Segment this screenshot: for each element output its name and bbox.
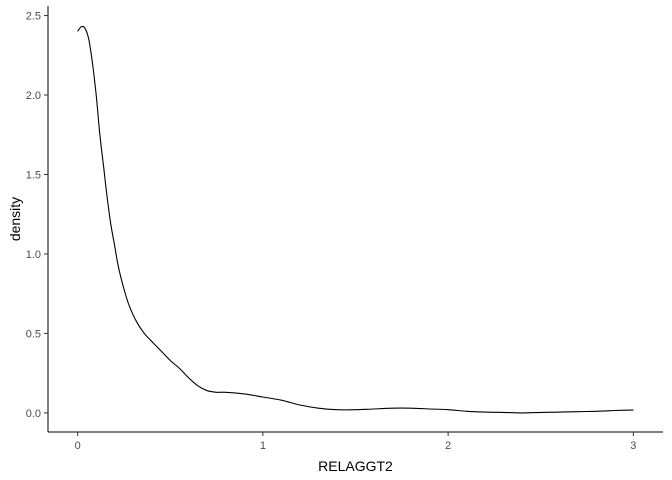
x-tick-label: 2	[445, 440, 451, 452]
x-axis-title: RELAGGT2	[318, 458, 393, 474]
y-tick-label: 2.0	[26, 90, 41, 102]
y-tick-label: 0.0	[26, 408, 41, 420]
x-tick-label: 0	[75, 440, 81, 452]
x-axis: 0 1 2 3	[48, 431, 663, 452]
y-tick-label: 1.5	[26, 169, 41, 181]
x-tick-label: 3	[630, 440, 636, 452]
y-tick-label: 2.5	[26, 11, 41, 23]
x-ticks: 0 1 2 3	[75, 432, 636, 452]
y-tick-label: 1.0	[26, 249, 41, 261]
density-line	[77, 25, 634, 414]
y-tick-label: 0.5	[26, 328, 41, 340]
y-axis-title: density	[7, 197, 23, 241]
y-ticks: 0.0 0.5 1.0 1.5 2.0 2.5	[26, 11, 48, 420]
y-axis: 0.0 0.5 1.0 1.5 2.0 2.5	[26, 6, 49, 432]
x-tick-label: 1	[260, 440, 266, 452]
plot-area	[77, 25, 634, 414]
